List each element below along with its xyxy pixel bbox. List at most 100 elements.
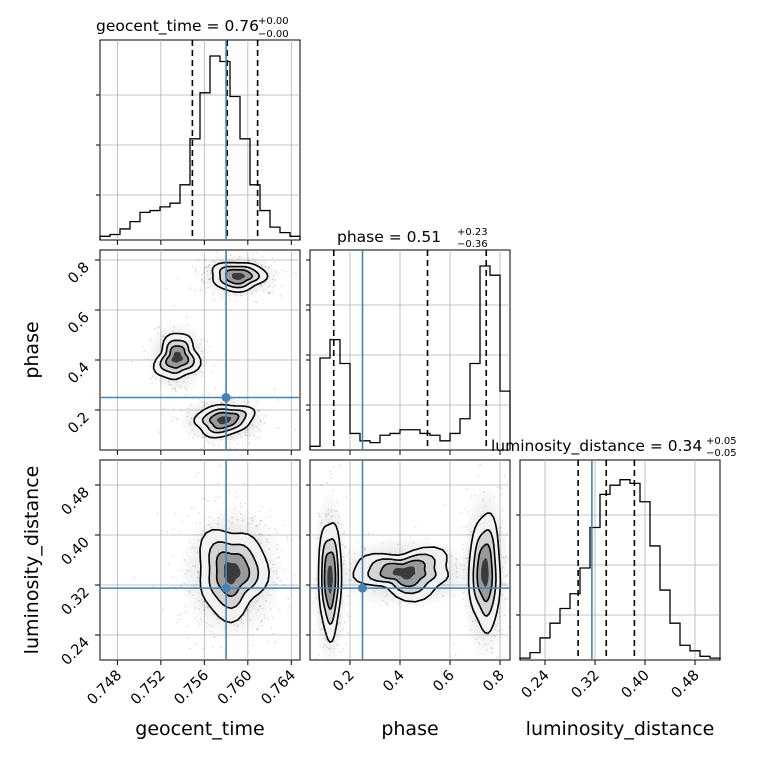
panel-luminosity-distance-vs-geocent-time [99,459,301,661]
sample-point [345,545,347,548]
contour-line [208,411,240,430]
sample-point [191,265,194,268]
sample-point [474,619,477,622]
sample-point [200,339,203,342]
sample-point [212,299,215,302]
y-tick-label: 0.2 [65,410,93,438]
sample-point [257,538,260,541]
sample-point [207,606,209,609]
sample-point [187,411,190,414]
sample-point [345,604,348,607]
sample-point [234,490,237,493]
contour-line [320,538,340,626]
sample-point [205,291,207,294]
sample-point [240,435,243,438]
sample-point [187,407,190,409]
x-tick-label: 0.48 [669,668,703,702]
sample-point [343,530,346,533]
sample-point [274,284,276,287]
sample-point [200,278,203,280]
sample-point [211,260,214,262]
sample-point [463,577,465,580]
sample-point [263,616,266,619]
y-tick-label: 0.8 [65,260,93,288]
sample-point [329,647,332,650]
sample-point [201,604,204,606]
sample-point [185,394,188,397]
sample-point [151,375,154,378]
sample-point [260,284,262,286]
sample-point [208,278,211,281]
sample-point [478,464,480,467]
sample-point [194,289,196,292]
sample-point [170,384,173,386]
sample-point [332,490,334,492]
sample-point [216,618,219,620]
sample-point [341,543,344,546]
sample-point [275,583,277,586]
sample-point [204,259,207,262]
sample-point [279,580,282,582]
sample-point [172,576,174,578]
sample-point [247,259,250,262]
sample-point [207,393,210,395]
sample-point [270,568,272,571]
sample-point [314,578,317,581]
sample-point [497,630,500,633]
title-geocent-time: geocent_time = 0.76 +0.00 −0.00 [96,16,289,40]
sample-point [208,516,211,518]
sample-point [175,418,178,420]
sample-point [212,441,214,444]
sample-point [328,648,330,651]
sample-point [235,294,238,296]
sample-point [205,340,208,342]
sample-point [471,620,474,623]
sample-point [253,515,256,518]
sample-point [235,495,238,498]
sample-point [184,605,187,607]
sample-point [198,398,201,401]
sample-point [272,632,275,635]
ylabel-luminosity-distance: luminosity_distance [21,466,43,655]
sample-point [201,393,204,396]
sample-point [158,431,161,434]
sample-point [207,266,209,268]
sample-point [200,289,203,292]
sample-point [245,434,248,437]
sample-point [236,519,239,521]
sample-point [258,523,261,525]
x-tick-label: 0.4 [380,668,408,696]
sample-point [172,407,175,409]
sample-point [414,525,417,528]
sample-point [364,549,367,551]
sample-point [506,598,509,600]
sample-point [256,252,258,254]
sample-point [193,432,196,435]
sample-point [217,444,220,447]
sample-point [348,615,351,618]
sample-point [464,507,467,510]
hist-panel-geocent-time-frame [99,39,301,241]
sample-point [298,535,300,537]
sample-point [315,597,318,599]
sample-point [271,616,274,619]
sample-point [197,346,200,349]
sample-point [255,525,257,528]
sample-point [504,582,507,585]
sample-point [335,606,338,609]
x-tick-label: 0.756 [172,668,213,709]
sample-point [318,653,321,656]
x-tick-label: 0.748 [85,668,126,709]
sample-point [232,401,235,404]
sample-point [345,594,348,597]
sample-point [168,380,170,383]
sample-point [330,508,333,511]
sample-point [185,388,188,391]
sample-point [448,578,451,580]
sample-point [161,335,164,337]
sample-point [353,580,355,583]
sample-point [260,519,262,522]
panel-frames [96,39,721,661]
sample-point [315,538,318,540]
